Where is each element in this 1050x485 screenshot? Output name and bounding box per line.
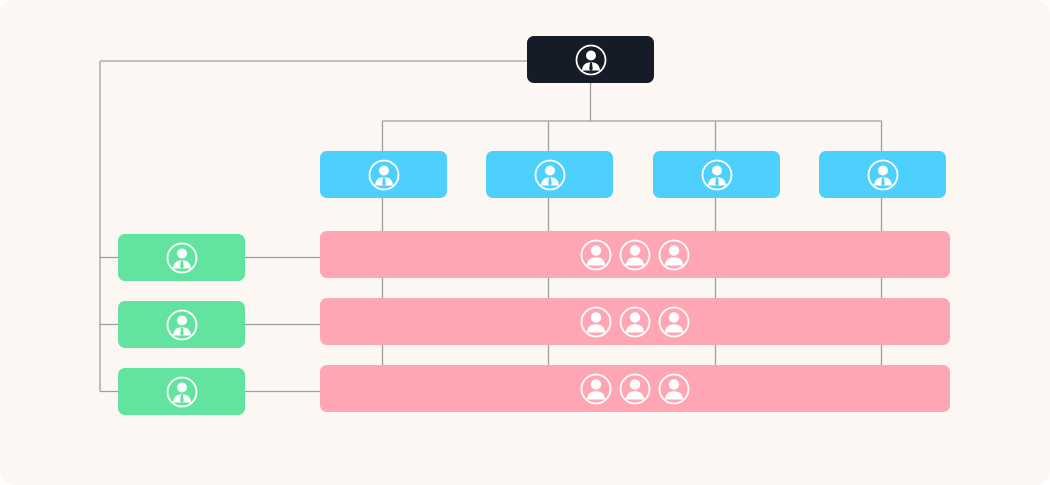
manager-icon (867, 159, 898, 190)
team-lead-node-2 (118, 301, 245, 348)
department-node-4 (819, 151, 946, 198)
team-lead-node-3 (118, 368, 245, 415)
person-icon (580, 306, 612, 337)
person-icon (580, 239, 612, 270)
manager-icon (166, 376, 197, 407)
team-node-3 (320, 365, 950, 412)
manager-icon (575, 44, 606, 75)
person-icon (580, 373, 612, 404)
team-lead-node-1 (118, 234, 245, 281)
executive-node (527, 36, 654, 83)
person-icon (619, 373, 651, 404)
manager-icon (534, 159, 565, 190)
team-node-1 (320, 231, 950, 278)
person-icon (619, 306, 651, 337)
department-node-2 (486, 151, 613, 198)
manager-icon (701, 159, 732, 190)
team-node-2 (320, 298, 950, 345)
person-icon (658, 373, 690, 404)
department-node-3 (653, 151, 780, 198)
manager-icon (368, 159, 399, 190)
manager-icon (166, 242, 197, 273)
person-icon (658, 239, 690, 270)
person-icon (619, 239, 651, 270)
department-node-1 (320, 151, 447, 198)
person-icon (658, 306, 690, 337)
manager-icon (166, 309, 197, 340)
